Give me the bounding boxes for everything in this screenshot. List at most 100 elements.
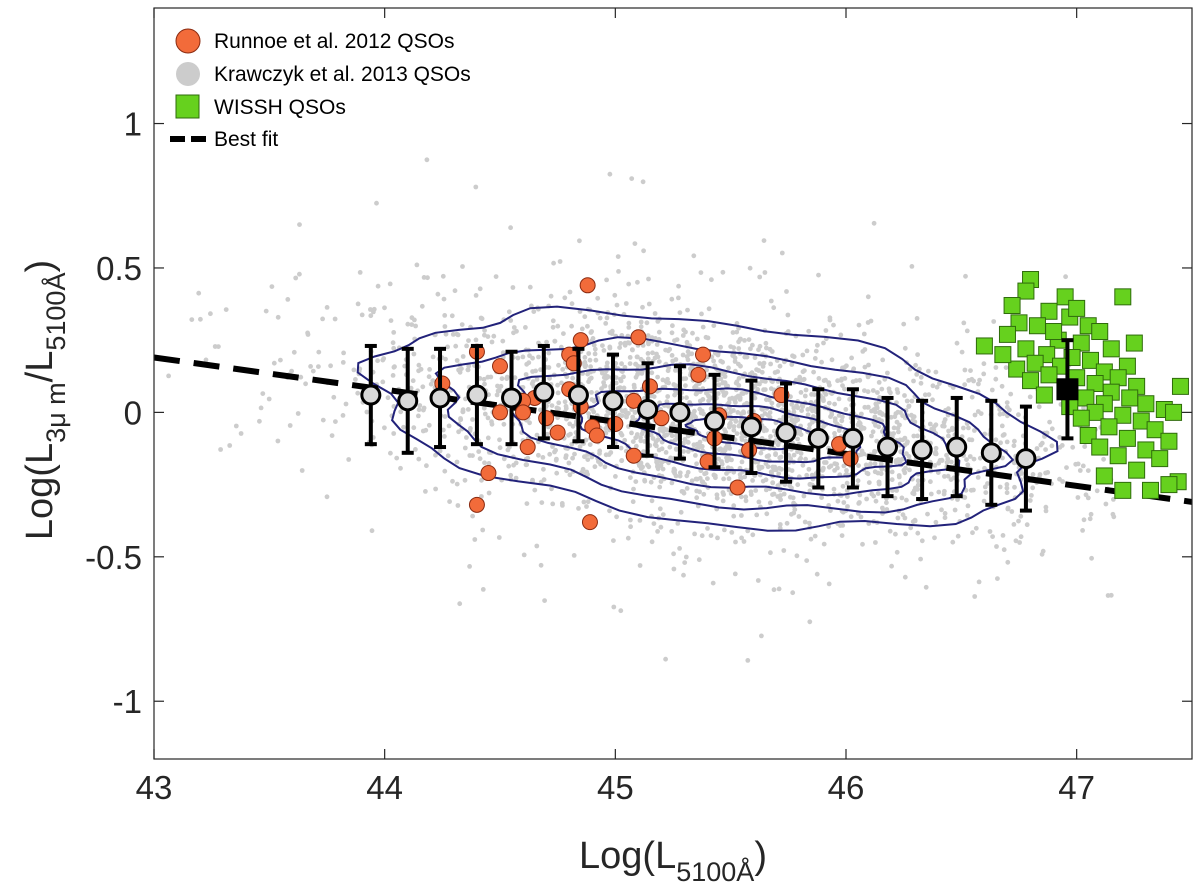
krawczyk-point (763, 461, 769, 466)
krawczyk-point (656, 458, 661, 464)
krawczyk-point (1075, 461, 1081, 467)
krawczyk-point (1000, 533, 1006, 538)
krawczyk-point (894, 457, 900, 463)
krawczyk-point (864, 470, 870, 476)
krawczyk-point (398, 465, 403, 471)
krawczyk-point (538, 407, 543, 413)
krawczyk-point (872, 409, 878, 415)
krawczyk-point (705, 526, 710, 531)
krawczyk-point (800, 369, 806, 375)
krawczyk-point (583, 437, 589, 443)
krawczyk-point (775, 442, 781, 448)
krawczyk-point (978, 411, 984, 416)
krawczyk-point (351, 367, 357, 373)
krawczyk-point (440, 427, 446, 433)
krawczyk-point (601, 380, 606, 385)
krawczyk-point (1080, 463, 1086, 469)
krawczyk-point (742, 474, 748, 480)
krawczyk-point (701, 491, 707, 497)
krawczyk-point (527, 420, 532, 426)
krawczyk-point (706, 393, 711, 399)
krawczyk-point (964, 457, 969, 462)
krawczyk-point (909, 398, 915, 404)
krawczyk-point (912, 517, 918, 523)
krawczyk-point (779, 417, 785, 423)
krawczyk-point (637, 563, 643, 568)
krawczyk-point (566, 460, 572, 466)
krawczyk-point (827, 382, 832, 388)
krawczyk-point (291, 349, 297, 355)
krawczyk-point (835, 498, 841, 504)
krawczyk-point (601, 348, 607, 353)
krawczyk-point (888, 390, 893, 396)
krawczyk-point (310, 368, 316, 374)
krawczyk-point (442, 313, 448, 318)
krawczyk-point (747, 265, 753, 271)
krawczyk-point (911, 488, 917, 493)
krawczyk-point (738, 475, 744, 481)
krawczyk-point (977, 455, 983, 461)
krawczyk-point (660, 512, 666, 517)
krawczyk-point (662, 433, 667, 439)
krawczyk-point (721, 492, 726, 497)
krawczyk-point (800, 462, 806, 468)
krawczyk-point (445, 453, 451, 459)
krawczyk-point (775, 483, 781, 489)
krawczyk-point (569, 301, 575, 307)
krawczyk-point (768, 434, 773, 439)
krawczyk-point (470, 513, 475, 519)
krawczyk-point (458, 416, 463, 421)
krawczyk-point (725, 383, 730, 389)
krawczyk-point (1101, 456, 1106, 462)
krawczyk-point (390, 340, 396, 346)
krawczyk-point (691, 253, 697, 259)
krawczyk-point (555, 323, 561, 329)
krawczyk-point (670, 323, 675, 329)
krawczyk-point (645, 356, 651, 362)
krawczyk-point (587, 357, 593, 363)
krawczyk-point (753, 459, 758, 465)
binned-mean-marker (842, 427, 864, 449)
krawczyk-point (823, 391, 829, 397)
krawczyk-point (789, 401, 795, 407)
krawczyk-point (699, 533, 705, 539)
krawczyk-point (504, 374, 510, 380)
krawczyk-point (723, 390, 729, 396)
krawczyk-point (845, 504, 850, 509)
krawczyk-point (414, 262, 420, 268)
krawczyk-point (856, 420, 862, 425)
krawczyk-point (673, 357, 679, 362)
krawczyk-point (683, 554, 689, 560)
krawczyk-point (1007, 407, 1012, 413)
runnoe-point (653, 410, 670, 427)
krawczyk-point (872, 461, 878, 467)
krawczyk-point (486, 461, 492, 466)
krawczyk-point (1001, 547, 1007, 553)
krawczyk-point (861, 331, 867, 337)
krawczyk-point (588, 330, 594, 335)
krawczyk-point (189, 317, 195, 322)
krawczyk-point (895, 390, 901, 395)
wissh-point (1137, 441, 1155, 459)
krawczyk-point (453, 343, 459, 349)
krawczyk-point (873, 540, 878, 545)
krawczyk-point (865, 389, 871, 395)
binned-mean-marker (980, 442, 1002, 464)
krawczyk-point (638, 319, 644, 325)
krawczyk-point (994, 544, 999, 549)
krawczyk-point (950, 539, 956, 545)
krawczyk-point (748, 489, 754, 495)
krawczyk-point (521, 552, 527, 558)
krawczyk-point (915, 530, 921, 536)
krawczyk-point (715, 391, 721, 396)
krawczyk-point (981, 498, 987, 504)
legend-marker-krawczyk (176, 62, 200, 86)
krawczyk-point (753, 488, 759, 493)
krawczyk-point (840, 383, 845, 388)
krawczyk-point (928, 491, 934, 497)
krawczyk-point (693, 453, 698, 458)
krawczyk-point (1019, 471, 1025, 476)
krawczyk-point (823, 328, 829, 333)
krawczyk-point (417, 403, 423, 408)
wissh-point (1137, 395, 1155, 413)
